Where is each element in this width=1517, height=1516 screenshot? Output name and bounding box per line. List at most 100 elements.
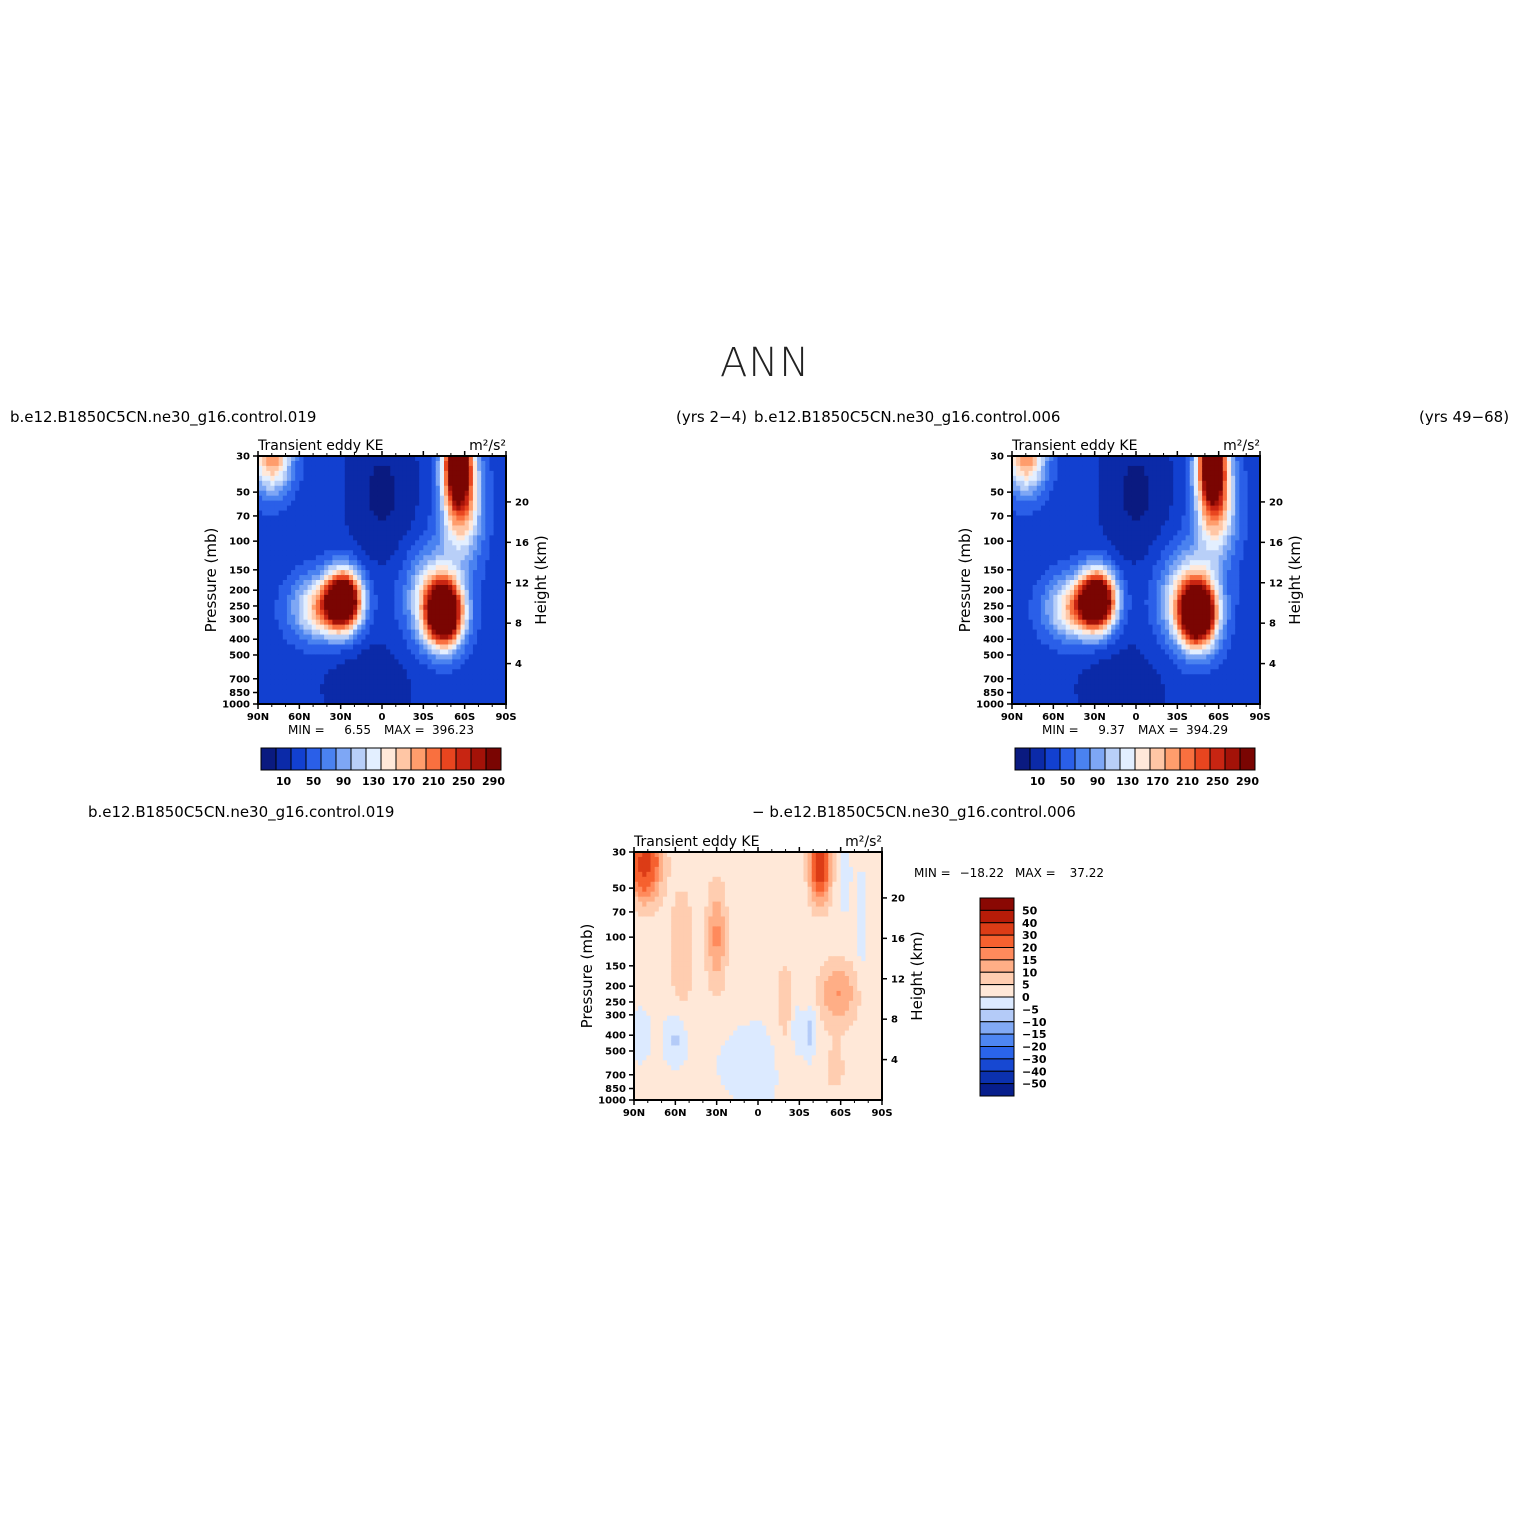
contour-cell (464, 624, 470, 631)
contour-cell (1131, 669, 1137, 675)
contour-cell (270, 634, 276, 641)
contour-cell (1024, 470, 1030, 477)
contour-cell (1119, 480, 1125, 487)
contour-cell (1036, 460, 1042, 467)
contour-cell (336, 525, 342, 531)
contour-cell (415, 609, 420, 616)
contour-cell (1094, 456, 1100, 462)
contour-cell (1045, 525, 1050, 531)
contour-cell (1140, 699, 1145, 705)
contour-cell (1140, 599, 1145, 606)
contour-cell (1040, 664, 1046, 670)
contour-cell (344, 639, 350, 646)
contour-cell (348, 456, 354, 462)
contour-cell (1078, 689, 1083, 695)
contour-cell (1020, 456, 1025, 462)
contour-cell (328, 664, 333, 670)
contour-cell (423, 609, 429, 616)
contour-cell (1065, 570, 1071, 576)
contour-cell (1057, 540, 1063, 546)
contour-cell (361, 560, 367, 566)
contour-cell (1036, 530, 1042, 536)
contour-cell (1078, 565, 1083, 571)
contour-cell (460, 679, 466, 685)
contour-cell (1053, 674, 1059, 680)
contour-cell (299, 465, 305, 472)
contour-cell (468, 545, 474, 551)
contour-cell (373, 589, 379, 596)
contour-cell (1065, 555, 1071, 561)
contour-cell (365, 644, 371, 651)
contour-cell (485, 520, 491, 527)
contour-cell (1164, 520, 1170, 527)
contour-cell (435, 540, 441, 546)
contour-cell (410, 684, 416, 690)
contour-cell (1136, 614, 1141, 621)
contour-cell (1123, 580, 1129, 586)
contour-cell (1131, 470, 1137, 477)
contour-cell (365, 515, 371, 522)
contour-cell (481, 540, 486, 546)
contour-cell (456, 535, 462, 541)
contour-cell (427, 500, 433, 507)
contour-cell (386, 505, 391, 512)
contour-cell (1140, 545, 1145, 551)
contour-cell (299, 530, 305, 536)
contour-cell (439, 649, 445, 655)
contour-cell (1090, 634, 1096, 641)
contour-cell (472, 619, 478, 626)
contour-cell (1160, 644, 1166, 651)
contour-cell (497, 545, 503, 551)
contour-cell (493, 560, 499, 566)
contour-cell (406, 614, 412, 621)
contour-cell (1119, 520, 1125, 527)
contour-cell (303, 580, 309, 586)
contour-cell (315, 510, 321, 517)
contour-cell (320, 584, 325, 591)
contour-cell (1057, 679, 1063, 685)
contour-cell (344, 550, 350, 556)
contour-cell (1086, 580, 1092, 586)
contour-cell (394, 530, 400, 536)
contour-cell (382, 456, 387, 462)
contour-cell (307, 634, 313, 641)
contour-cell (258, 520, 263, 527)
contour-cell (291, 575, 296, 581)
contour-cell (1040, 689, 1046, 695)
contour-cell (315, 599, 321, 606)
contour-cell (1127, 560, 1133, 566)
contour-cell (1111, 609, 1116, 616)
contour-cell (489, 540, 495, 546)
contour-cell (1049, 520, 1054, 527)
contour-cell (274, 689, 280, 695)
contour-cell (270, 490, 276, 497)
contour-cell (1012, 639, 1017, 646)
contour-cell (328, 570, 333, 576)
contour-cell (1140, 555, 1145, 561)
contour-cell (1065, 580, 1071, 586)
contour-cell (1102, 485, 1108, 492)
contour-cell (1144, 614, 1149, 621)
contour-cell (464, 609, 470, 616)
contour-cell (1040, 619, 1046, 626)
contour-cell (1074, 604, 1079, 611)
contour-cell (282, 674, 288, 680)
contour-cell (1036, 629, 1042, 636)
contour-cell (435, 694, 441, 700)
contour-cell (472, 609, 478, 616)
contour-cell (423, 540, 429, 546)
contour-cell (1040, 649, 1046, 655)
contour-cell (1111, 465, 1116, 472)
contour-cell (320, 699, 325, 705)
contour-cell (415, 510, 420, 517)
contour-cell (1012, 475, 1017, 482)
contour-cell (1082, 505, 1087, 512)
contour-cell (1160, 540, 1166, 546)
contour-cell (1136, 619, 1141, 626)
contour-cell (324, 694, 329, 700)
contour-cell (361, 619, 367, 626)
contour-cell (1152, 624, 1158, 631)
contour-cell (464, 679, 470, 685)
contour-cell (361, 634, 367, 641)
contour-cell (1028, 555, 1034, 561)
